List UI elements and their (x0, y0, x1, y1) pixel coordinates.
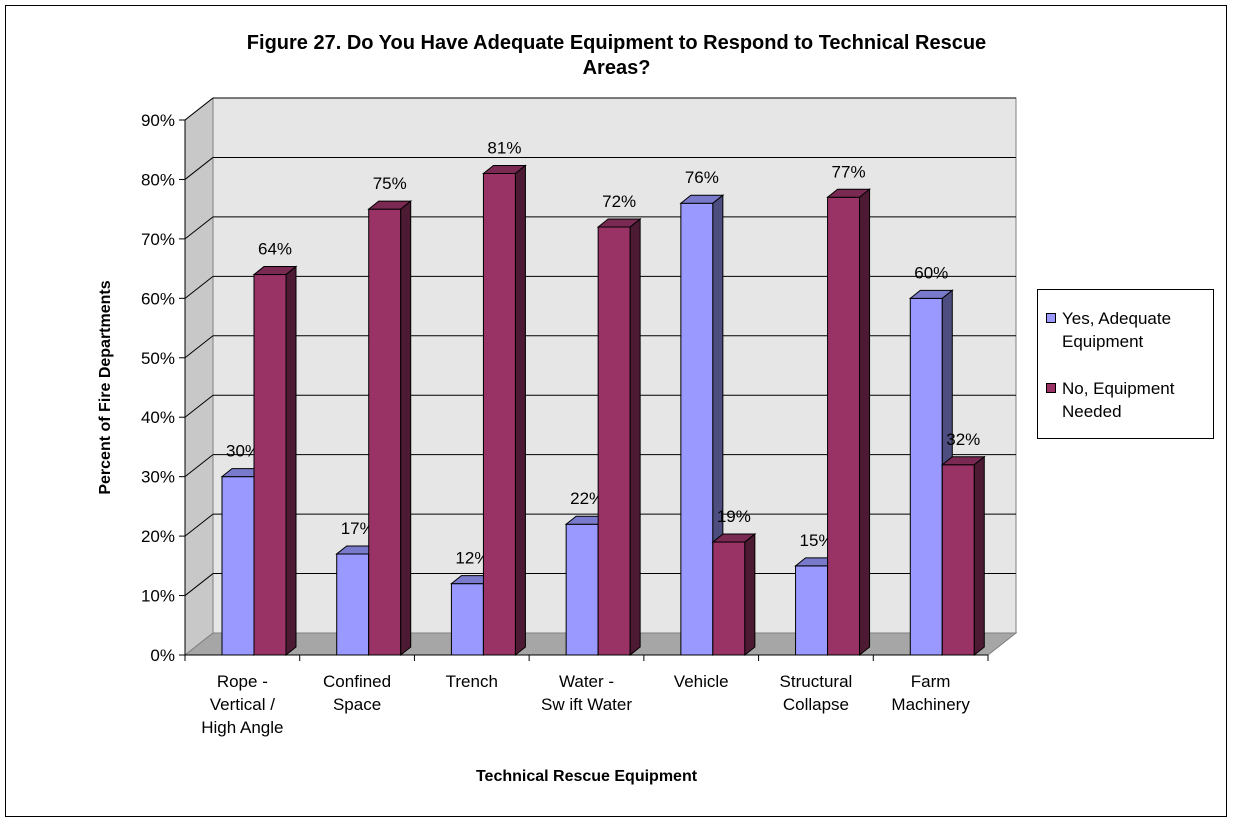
bar-front (712, 541, 746, 656)
legend-label-no: No, Equipment Needed (1062, 377, 1212, 423)
x-tick-label: Vertical / (210, 695, 275, 714)
data-label: 22% (570, 489, 604, 508)
chart-title-line1: Figure 27. Do You Have Adequate Equipmen… (246, 32, 987, 54)
y-tick-label: 30% (141, 468, 175, 487)
gridline-side (184, 513, 214, 537)
legend-label-yes: Yes, Adequate Equipment (1062, 307, 1212, 353)
x-tick-label: Space (333, 695, 381, 714)
data-label: 30% (226, 442, 260, 461)
x-tick-label: Machinery (891, 695, 970, 714)
bar-side (973, 455, 985, 657)
gridline-side (184, 157, 214, 180)
data-label: 76% (685, 168, 719, 187)
data-label: 19% (717, 507, 751, 526)
bar-front (565, 523, 599, 656)
gridline-side (184, 335, 214, 359)
y-tick-label: 0% (150, 646, 175, 665)
x-tick-label: Water - (559, 672, 614, 691)
gridline-side (184, 394, 214, 418)
x-tick-label: Vehicle (674, 672, 729, 691)
data-label: 17% (341, 519, 375, 538)
gridline-side (184, 216, 214, 240)
y-tick-label: 50% (141, 349, 175, 368)
bar-side (629, 217, 641, 657)
bar-side (285, 265, 297, 657)
legend-swatch-yes (1046, 313, 1056, 323)
y-tick-label: 80% (141, 170, 175, 189)
y-axis-title: Percent of Fire Departments (97, 280, 114, 494)
bar-front (827, 196, 861, 656)
y-tick-label: 60% (141, 289, 175, 308)
data-label: 75% (373, 174, 407, 193)
bar-side (514, 164, 526, 657)
gridline-side (184, 97, 214, 121)
bar-front (221, 476, 255, 656)
bar-front (680, 202, 714, 656)
y-tick-label: 40% (141, 408, 175, 427)
x-tick-label: Sw ift Water (541, 695, 632, 714)
legend-label-no-line2: Needed (1062, 402, 1122, 421)
bar-front (909, 297, 943, 656)
data-label: 64% (258, 240, 292, 259)
data-label: 15% (800, 531, 834, 550)
data-label: 72% (602, 192, 636, 211)
data-label: 81% (487, 139, 521, 158)
plot-side-wall (184, 96, 214, 657)
bar-front (368, 208, 402, 656)
x-tick-label: Farm (911, 672, 951, 691)
bar-front (597, 226, 631, 656)
bar-front (941, 464, 975, 656)
bar-front (482, 173, 516, 656)
legend-swatch-no (1046, 383, 1056, 393)
gridline-side (184, 573, 214, 596)
y-tick-label: 70% (141, 230, 175, 249)
data-label: 12% (455, 549, 489, 568)
chart-title-line2: Areas? (582, 57, 651, 79)
y-tick-label: 10% (141, 587, 175, 606)
gridline-side (184, 275, 214, 299)
legend-label-yes-line1: Yes, Adequate (1062, 309, 1172, 328)
bar-side (859, 188, 871, 657)
y-tick-label: 20% (141, 527, 175, 546)
y-tick-label: 90% (141, 111, 175, 130)
data-label: 60% (914, 263, 948, 282)
legend-label-yes-line2: Equipment (1062, 332, 1144, 351)
chart-legend: Yes, Adequate Equipment No, Equipment Ne… (1037, 289, 1214, 439)
x-tick-label: Collapse (783, 695, 849, 714)
bar-side (744, 533, 756, 657)
bar-front (450, 583, 484, 656)
gridline-side (184, 454, 214, 478)
x-tick-label: Structural (780, 672, 853, 691)
x-axis-title: Technical Rescue Equipment (476, 768, 698, 785)
x-tick-label: Confined (323, 672, 391, 691)
data-label: 32% (946, 430, 980, 449)
data-label: 77% (832, 162, 866, 181)
bar-front (795, 565, 829, 656)
bar-side (400, 200, 412, 657)
x-tick-label: High Angle (201, 718, 283, 737)
bar-front (336, 553, 370, 656)
x-tick-label: Trench (446, 672, 498, 691)
legend-label-no-line1: No, Equipment (1062, 379, 1175, 398)
bar-front (253, 274, 287, 656)
x-tick-label: Rope - (217, 672, 268, 691)
